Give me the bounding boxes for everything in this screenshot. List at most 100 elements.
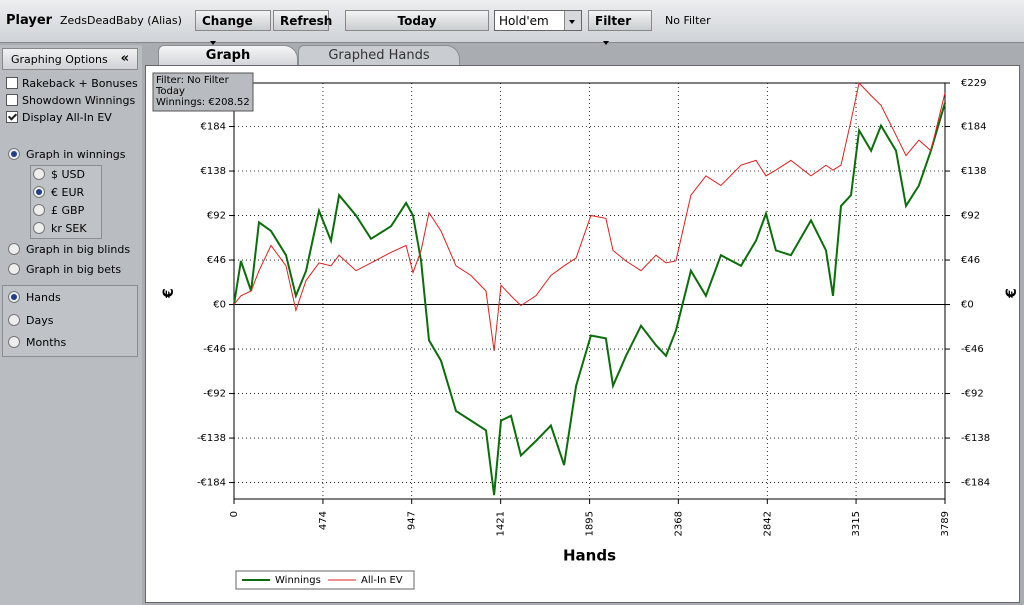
label: Rakeback + Bonuses — [22, 77, 138, 90]
y2-tick-label: €0 — [961, 300, 974, 311]
radio[interactable] — [33, 168, 45, 180]
game-select[interactable]: Hold'em — [494, 10, 582, 31]
annotation-line: Filter: No Filter — [156, 75, 230, 86]
annotation-line: Winnings: €208.52 — [156, 97, 250, 108]
y-tick-label: -€92 — [203, 389, 226, 400]
x-mode[interactable]: Hands — [8, 290, 61, 306]
radio[interactable] — [33, 186, 45, 198]
y2-tick-label: €92 — [961, 211, 980, 222]
x-mode[interactable]: Months — [8, 335, 66, 351]
options-header: Graphing Options « — [2, 48, 138, 70]
graph-mode[interactable]: Graph in winnings — [8, 147, 126, 163]
toolbar: Player ZedsDeadBaby (Alias) Change Refre… — [0, 0, 1024, 45]
annotation-box — [152, 72, 254, 112]
filter-status: No Filter — [665, 14, 711, 27]
y-tick-label: -€138 — [197, 433, 226, 444]
radio[interactable] — [8, 263, 20, 275]
checkbox[interactable] — [6, 94, 18, 106]
y2-tick-label: €46 — [961, 255, 980, 266]
legend-label: Winnings — [275, 575, 321, 586]
x-axis-title: Hands — [563, 547, 616, 565]
y2-axis-title: € — [1004, 288, 1020, 299]
label: kr SEK — [51, 222, 87, 235]
y2-tick-label: -€138 — [961, 433, 990, 444]
radio[interactable] — [8, 243, 20, 255]
y-tick-label: €92 — [207, 211, 226, 222]
label: Days — [26, 314, 54, 327]
x-tick-label: 474 — [318, 511, 329, 530]
x-tick-label: 3789 — [940, 511, 951, 536]
label: Today — [397, 14, 437, 28]
tab[interactable]: Graphed Hands — [298, 45, 460, 66]
y-tick-label: -€46 — [203, 344, 226, 355]
y-tick-label: €0 — [213, 300, 226, 311]
currency[interactable]: kr SEK — [33, 221, 87, 237]
checkbox[interactable] — [6, 111, 18, 123]
y-tick-label: -€184 — [197, 478, 226, 489]
refresh-button[interactable]: Refresh — [273, 10, 333, 31]
radio[interactable] — [8, 336, 20, 348]
y2-tick-label: €229 — [961, 78, 986, 89]
radio[interactable] — [8, 314, 20, 326]
legend-box — [235, 570, 415, 590]
x-tick-label: 2368 — [673, 511, 684, 536]
label: Graph in big blinds — [26, 243, 131, 256]
radio[interactable] — [33, 222, 45, 234]
label: Graph in winnings — [26, 148, 126, 161]
sidebar: Graphing Options « Rakeback + Bonuses Sh… — [0, 45, 142, 605]
label: Hold'em — [499, 14, 549, 28]
option[interactable]: Showdown Winnings — [6, 93, 135, 109]
label: Filter — [595, 14, 632, 28]
y-tick-label: €138 — [201, 166, 226, 177]
y-tick-label: €46 — [207, 255, 226, 266]
x-tick-label: 947 — [407, 511, 418, 530]
today-button[interactable]: Today — [345, 10, 489, 31]
radio[interactable] — [8, 291, 20, 303]
label: Graphed Hands — [328, 48, 430, 63]
change-button[interactable]: Change — [195, 10, 271, 45]
checkbox[interactable] — [6, 77, 18, 89]
label: Display All-In EV — [22, 111, 112, 124]
x-tick-label: 0 — [229, 511, 240, 517]
title: Graphing Options — [11, 53, 108, 66]
label: Refresh — [280, 14, 333, 28]
y-axis-title: € — [161, 288, 177, 299]
series-line — [233, 81, 946, 352]
x-tick-label: 1421 — [496, 511, 507, 536]
radio[interactable] — [33, 204, 45, 216]
x-mode[interactable]: Days — [8, 313, 53, 329]
graph-mode[interactable]: Graph in big blinds — [8, 242, 130, 258]
x-tick-label: 3315 — [851, 511, 862, 536]
legend-label: All-In EV — [361, 575, 403, 586]
y2-tick-label: -€46 — [961, 344, 984, 355]
y2-tick-label: €138 — [961, 166, 986, 177]
label: Graph — [205, 48, 251, 63]
currency[interactable]: € EUR — [33, 185, 84, 201]
label: Change — [202, 14, 253, 28]
x-mode-panel — [2, 285, 138, 357]
player-label: Player — [6, 13, 53, 28]
x-tick-label: 2842 — [762, 511, 773, 536]
tab[interactable]: Graph — [158, 45, 298, 66]
graph-mode[interactable]: Graph in big bets — [8, 262, 121, 278]
x-tick-label: 1895 — [585, 511, 596, 536]
radio[interactable] — [8, 148, 20, 160]
y2-tick-label: -€184 — [961, 478, 990, 489]
label: Showdown Winnings — [22, 94, 136, 107]
currency[interactable]: $ USD — [33, 167, 85, 183]
collapse[interactable]: « — [120, 51, 129, 66]
label: € EUR — [51, 186, 85, 199]
option[interactable]: Rakeback + Bonuses — [6, 76, 138, 92]
label: $ USD — [51, 168, 85, 181]
chart: €184 €138 €92 €46 €0 -€46 -€92 -€138 -€184 €229 €1… — [145, 65, 1020, 603]
label: Graph in big bets — [26, 263, 122, 276]
option[interactable]: Display All-In EV — [6, 110, 112, 126]
annotation-line: Today — [155, 86, 185, 97]
player-name: ZedsDeadBaby (Alias) — [60, 14, 182, 27]
filter-button[interactable]: Filter — [588, 10, 652, 45]
label: Hands — [26, 291, 61, 304]
currency[interactable]: £ GBP — [33, 203, 84, 219]
label: Months — [26, 336, 67, 349]
label: £ GBP — [51, 204, 85, 217]
